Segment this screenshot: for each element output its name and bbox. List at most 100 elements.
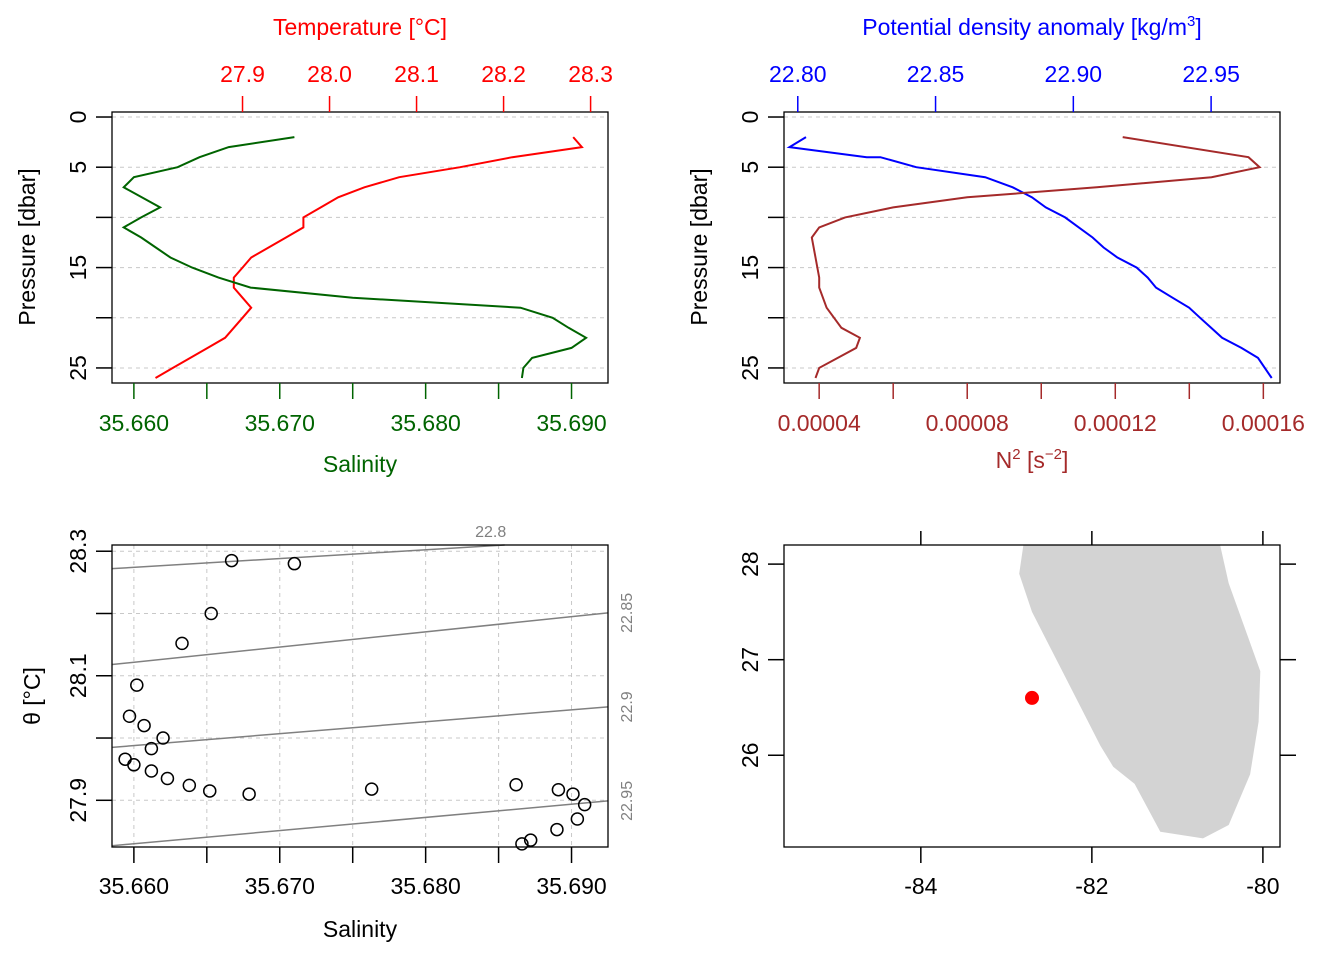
isopycnal-label: 22.95 xyxy=(619,781,636,821)
isopycnal-layer: 22.8 22.85 22.9 22.95 xyxy=(111,524,636,847)
x-tick-label: 35.660 xyxy=(99,873,169,899)
top-tick-label: 22.80 xyxy=(769,61,827,87)
left-tick-label: 15 xyxy=(65,255,91,281)
temperature-axis: 27.9 28.0 28.1 28.2 28.3 xyxy=(220,61,613,112)
salinity-axis: 35.660 35.670 35.680 35.690 xyxy=(99,383,607,436)
salinity-line xyxy=(121,136,588,379)
ts-point xyxy=(509,777,523,792)
density-axis-label: Potential density anomaly [kg/m3] xyxy=(862,13,1201,40)
top-tick-label: 27.9 xyxy=(220,61,265,87)
grid xyxy=(112,545,608,847)
isopycnal-line xyxy=(111,800,609,847)
ts-point xyxy=(127,758,141,772)
ts-point xyxy=(202,784,217,798)
series-layer xyxy=(786,136,1273,379)
temperature-axis-label: Temperature [°C] xyxy=(273,14,447,40)
n2-label-main: N xyxy=(996,447,1013,473)
left-tick-label: 15 xyxy=(737,255,763,281)
ts-point xyxy=(577,797,592,812)
ts-point xyxy=(224,553,239,568)
bottom-tick-label: 0.00004 xyxy=(778,410,861,436)
ts-point xyxy=(287,556,302,571)
bottom-tick-label: 0.00016 xyxy=(1222,410,1305,436)
n2-axis-label: N2 [s−2] xyxy=(996,446,1069,473)
density-label-end: ] xyxy=(1195,14,1201,40)
top-tick-label: 22.85 xyxy=(907,61,965,87)
left-tick-label: 0 xyxy=(65,111,91,124)
ts-point xyxy=(137,718,151,733)
n2-label-sup: 2 xyxy=(1012,446,1020,463)
ts-point xyxy=(156,731,170,745)
x-tick-label: 35.670 xyxy=(245,873,315,899)
left-tick-label: 25 xyxy=(737,355,763,381)
ts-point xyxy=(122,709,137,723)
ts-point xyxy=(523,833,538,847)
ts-point xyxy=(144,764,159,778)
bottom-tick-label: 0.00008 xyxy=(926,410,1009,436)
isopycnal-label: 22.8 xyxy=(475,524,506,541)
isopycnal-label: 22.85 xyxy=(619,593,636,633)
isopycnal-line xyxy=(111,612,609,666)
lat-tick-label: 28 xyxy=(737,551,763,577)
top-tick-label: 22.90 xyxy=(1045,61,1103,87)
left-tick-label: 0 xyxy=(737,111,763,124)
bottom-tick-label: 35.670 xyxy=(245,410,315,436)
grid xyxy=(784,116,1280,369)
top-tick-label: 28.3 xyxy=(568,61,613,87)
isopycnal-line xyxy=(111,706,609,749)
isopycnal-line xyxy=(111,544,505,570)
ts-point xyxy=(550,822,564,837)
x-tick-label: 35.680 xyxy=(390,873,460,899)
lat-tick-label: 26 xyxy=(737,742,763,768)
bottom-tick-label: 35.680 xyxy=(390,410,460,436)
n2-line xyxy=(810,136,1262,379)
y-tick-label: 28.3 xyxy=(65,529,91,574)
pressure-axis: 0 5 15 25 xyxy=(737,111,784,381)
lon-tick-label: -84 xyxy=(904,873,937,899)
top-tick-label: 28.2 xyxy=(481,61,526,87)
lon-tick-label: -82 xyxy=(1075,873,1108,899)
ts-point xyxy=(570,812,585,826)
ts-point xyxy=(118,752,132,766)
isopycnal-label: 22.9 xyxy=(619,691,636,722)
theta-axis: 27.9 28.1 28.3 xyxy=(65,529,112,823)
bottom-tick-label: 35.660 xyxy=(99,410,169,436)
plot-frame xyxy=(111,111,609,384)
pressure-axis-label: Pressure [dbar] xyxy=(14,168,40,325)
ts-point xyxy=(144,741,159,756)
profile-density-panel: 22.80 22.85 22.90 22.95 0.00004 0.00008 0.000… xyxy=(686,13,1305,473)
x-tick-label: 35.690 xyxy=(536,873,606,899)
y-tick-label: 28.1 xyxy=(65,653,91,698)
station-layer xyxy=(1025,690,1039,705)
plot-frame xyxy=(783,111,1281,384)
salinity-axis: 35.660 35.670 35.680 35.690 xyxy=(99,847,607,899)
profile-ts-panel: 27.9 28.0 28.1 28.2 28.3 35.660 35.670 35.680 3… xyxy=(14,14,613,477)
ts-point xyxy=(175,636,189,651)
y-tick-label: 27.9 xyxy=(65,778,91,823)
top-tick-label: 22.95 xyxy=(1182,61,1240,87)
ts-point xyxy=(130,678,144,692)
n2-axis: 0.00004 0.00008 0.00012 0.00016 xyxy=(778,383,1305,436)
n2-label-end: ] xyxy=(1062,447,1068,473)
top-tick-label: 28.0 xyxy=(307,61,352,87)
left-tick-label: 5 xyxy=(65,161,91,174)
map-frame xyxy=(783,544,1281,848)
ts-x-axis-label: Salinity xyxy=(323,916,398,942)
land-layer xyxy=(1019,545,1261,839)
top-tick-label: 28.1 xyxy=(394,61,439,87)
n2-label-sup2: −2 xyxy=(1045,446,1062,463)
density-label-sup: 3 xyxy=(1187,13,1195,30)
ts-point xyxy=(160,771,175,786)
plot-frame xyxy=(111,544,609,848)
bottom-tick-label: 0.00012 xyxy=(1074,410,1157,436)
salinity-axis-label: Salinity xyxy=(323,451,398,477)
map-axes: -84 -82 -80 26 27 28 xyxy=(737,531,1296,899)
series-layer xyxy=(121,136,588,379)
station-map-panel: -84 -82 -80 26 27 28 xyxy=(737,531,1296,899)
ts-point xyxy=(182,778,197,793)
density-axis: 22.80 22.85 22.90 22.95 xyxy=(769,61,1240,112)
land-polygon xyxy=(1019,545,1261,839)
lat-tick-label: 27 xyxy=(737,647,763,673)
